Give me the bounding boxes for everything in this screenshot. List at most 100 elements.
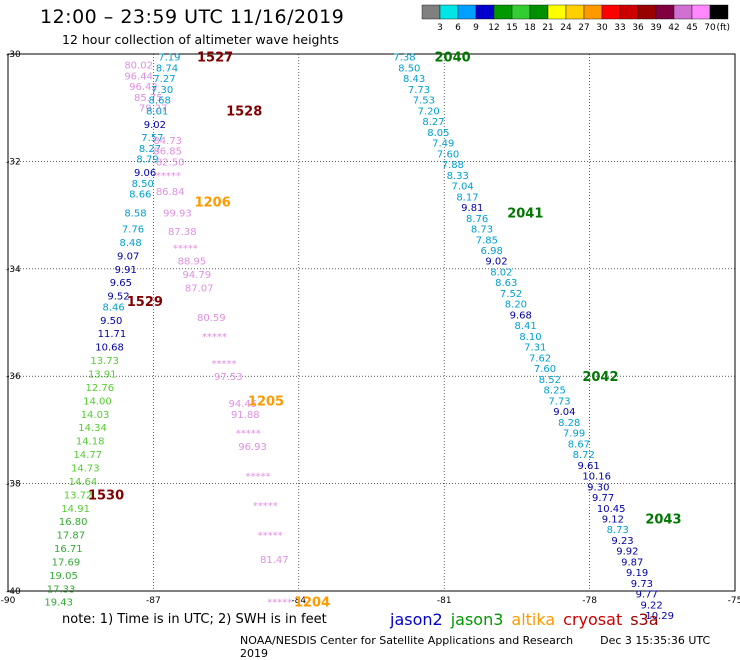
track-time-label: 1530: [88, 488, 124, 503]
wave-height-value: 9.52: [107, 292, 129, 303]
wave-height-value: 16.71: [54, 544, 83, 555]
wave-height-value: 10.45: [597, 504, 626, 515]
track-time-label: 1528: [226, 104, 262, 119]
wave-height-value: 7.57: [141, 133, 163, 144]
wave-height-value: *****: [202, 332, 227, 343]
wave-height-value: 85.75: [134, 93, 163, 104]
color-swatch: [583, 4, 603, 20]
y-tick-label: -36: [6, 372, 21, 382]
color-swatch: [637, 4, 657, 20]
wave-height-value: 97.53: [214, 372, 243, 383]
scale-label: 70: [704, 23, 716, 33]
wave-height-value: *****: [253, 501, 278, 512]
y-tick-label: -40: [6, 587, 21, 597]
wave-height-value: 8.25: [544, 386, 566, 397]
wave-height-value: 9.02: [485, 257, 507, 268]
chart-title: 12:00 – 23:59 UTC 11/16/2019: [40, 6, 345, 28]
wave-height-value: 8.41: [514, 321, 536, 332]
wave-height-value: 10.29: [645, 611, 674, 622]
wave-height-value: 14.18: [76, 437, 105, 448]
scale-unit: (ft): [716, 23, 730, 33]
wave-height-value: 13.72: [64, 490, 93, 501]
wave-height-value: 13.73: [90, 356, 119, 367]
wave-height-value: 19.43: [44, 598, 73, 609]
track-time-label: 2042: [582, 370, 618, 385]
wave-height-value: 87.38: [168, 227, 197, 238]
scale-label: 42: [668, 23, 679, 33]
wave-height-value: 9.30: [587, 482, 609, 493]
x-tick-label: -78: [582, 596, 597, 606]
wave-height-value: 94.79: [182, 270, 211, 281]
wave-height-value: 14.91: [61, 504, 90, 515]
wave-height-value: 8.68: [149, 96, 171, 107]
wave-height-value: 9.12: [602, 515, 624, 526]
wave-height-value: 7.49: [432, 139, 454, 150]
y-tick-label: -38: [6, 480, 21, 490]
color-swatch: [655, 4, 675, 20]
scale-label: 3: [437, 23, 443, 33]
legend-jason2: jason2: [390, 610, 443, 629]
credit-text: NOAA/NESDIS Center for Satellite Applica…: [240, 634, 574, 647]
wave-height-value: 7.27: [153, 74, 175, 85]
wave-height-value: 96.44: [124, 71, 153, 82]
track-time-label: 2043: [645, 513, 681, 528]
wave-height-value: 17.69: [52, 557, 81, 568]
wave-height-value: 80.59: [197, 313, 226, 324]
track-time-label: 1527: [197, 51, 233, 66]
color-swatch: [421, 4, 441, 20]
wave-height-value: 19.05: [49, 571, 78, 582]
scale-label: 21: [542, 23, 553, 33]
scale-label: 39: [650, 23, 662, 33]
wave-height-value: 8.73: [607, 525, 629, 536]
wave-height-value: 17.87: [56, 531, 85, 542]
color-scale-bar: 3 6 9 12 15 18 21 24 27 30 33 36 39 42 45 70 (ft): [421, 4, 730, 33]
y-tick-label: -30: [6, 50, 21, 60]
wave-height-value: 8.20: [505, 300, 527, 311]
wave-height-value: 9.19: [626, 568, 648, 579]
wave-height-value: 7.20: [418, 106, 440, 117]
wave-height-value: 7.62: [529, 353, 551, 364]
color-swatch: [547, 4, 567, 20]
wave-height-value: 8.05: [427, 128, 449, 139]
wave-height-value: 88.95: [178, 257, 207, 268]
wave-height-value: 86.85: [153, 147, 182, 158]
x-tick-label: -90: [1, 596, 16, 606]
wave-height-value: 7.85: [476, 235, 498, 246]
wave-height-value: 7.73: [548, 396, 570, 407]
track-time-label: 1529: [127, 295, 163, 310]
wave-height-value: 7.19: [158, 53, 180, 64]
wave-height-value: 7.52: [500, 289, 522, 300]
wave-height-value: 7.30: [151, 85, 173, 96]
wave-height-value: 7.38: [393, 53, 415, 64]
wave-height-value: 13.91: [88, 370, 117, 381]
color-swatch: [493, 4, 513, 20]
legend-altika: altika: [511, 610, 556, 629]
track-time-label: 2041: [507, 206, 543, 221]
wave-height-value: 7.04: [451, 182, 473, 193]
footer-credit: NOAA/NESDIS Center for Satellite Applica…: [240, 634, 740, 660]
wave-height-value: *****: [267, 598, 292, 609]
wave-height-value: 11.71: [98, 329, 127, 340]
wave-height-value: 8.73: [471, 225, 493, 236]
wave-height-value: 8.63: [495, 278, 517, 289]
color-swatch: [475, 4, 495, 20]
wave-height-value: 82.50: [156, 157, 185, 168]
color-swatch: [709, 4, 729, 20]
color-swatch: [457, 4, 477, 20]
wave-height-value: 7.99: [563, 429, 585, 440]
wave-height-value: 8.33: [447, 171, 469, 182]
wave-height-value: *****: [156, 171, 181, 182]
legend-cryosat: cryosat: [563, 610, 623, 629]
wave-height-value: 14.03: [81, 410, 110, 421]
color-swatch: [565, 4, 585, 20]
wave-height-value: 8.27: [422, 117, 444, 128]
wave-height-value: *****: [173, 243, 198, 254]
scale-label: 12: [488, 23, 499, 33]
wave-height-value: *****: [212, 359, 237, 370]
wave-height-value: *****: [258, 531, 283, 542]
color-swatch: [529, 4, 549, 20]
scale-label: 9: [473, 23, 479, 33]
wave-height-value: 9.77: [636, 590, 658, 601]
wave-height-value: 9.65: [110, 278, 132, 289]
scale-label: 33: [614, 23, 625, 33]
